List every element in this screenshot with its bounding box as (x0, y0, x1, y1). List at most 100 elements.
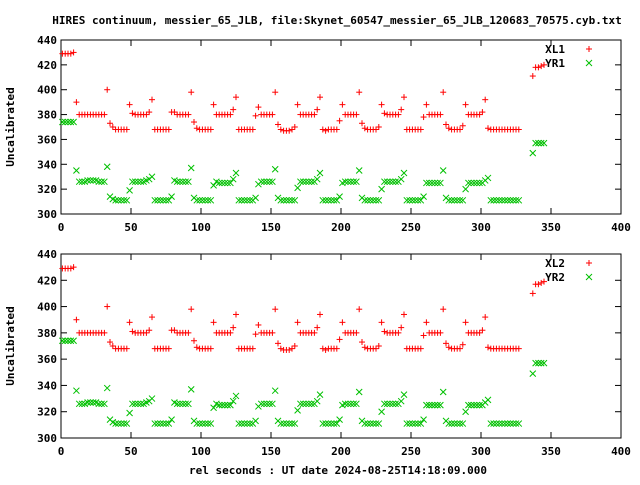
data-point (70, 118, 77, 126)
data-point (470, 179, 478, 187)
marker-stroke (540, 139, 548, 147)
data-point (420, 193, 427, 200)
marker-stroke (297, 178, 304, 186)
marker-stroke (238, 420, 245, 427)
data-point (333, 126, 340, 133)
marker-stroke (445, 420, 453, 427)
data-point (470, 401, 478, 409)
data-point (456, 196, 464, 204)
marker-stroke (75, 178, 83, 186)
marker-stroke (386, 178, 394, 186)
marker-stroke (73, 167, 80, 174)
marker-stroke (196, 420, 203, 427)
data-point (364, 420, 371, 427)
data-point (266, 178, 273, 186)
data-point (322, 346, 329, 353)
data-point (252, 417, 259, 425)
marker-stroke (59, 118, 66, 126)
data-point (129, 178, 136, 186)
data-point (179, 178, 187, 186)
data-point (146, 327, 153, 334)
legend-marker (586, 46, 592, 52)
y-tick-label: 440 (37, 34, 57, 47)
marker-stroke (269, 178, 276, 186)
data-point (107, 339, 113, 346)
data-point (437, 179, 444, 187)
data-point (165, 345, 172, 352)
marker-stroke (221, 179, 229, 187)
data-point (101, 178, 108, 186)
data-point (283, 196, 290, 204)
marker-stroke (204, 196, 212, 204)
data-point (369, 420, 377, 427)
marker-stroke (162, 196, 170, 204)
data-point (275, 340, 281, 347)
data-point (325, 420, 332, 427)
data-point (375, 124, 382, 130)
data-point (87, 399, 94, 406)
data-point (176, 400, 184, 408)
data-point (532, 359, 539, 367)
data-point (117, 196, 125, 204)
data-point (131, 178, 139, 186)
marker-stroke (266, 178, 273, 186)
marker-stroke (369, 420, 377, 427)
data-point (389, 178, 397, 186)
data-point (305, 400, 313, 408)
data-point (395, 329, 402, 336)
data-point (297, 178, 304, 186)
marker-stroke (308, 400, 315, 408)
marker-stroke (185, 178, 192, 186)
data-point (277, 196, 285, 204)
marker-stroke (213, 400, 220, 408)
data-point (540, 359, 548, 367)
marker-stroke (215, 179, 223, 187)
marker-stroke (283, 420, 290, 427)
marker-stroke (470, 179, 478, 187)
data-point (317, 311, 323, 318)
data-point (235, 420, 243, 427)
data-point (305, 178, 313, 186)
data-point (252, 194, 259, 202)
data-point (409, 420, 416, 427)
data-point (165, 196, 173, 204)
data-point (143, 329, 150, 336)
data-point (313, 175, 321, 183)
data-point (207, 196, 215, 204)
data-point (285, 196, 293, 204)
data-point (103, 163, 111, 171)
data-point (361, 420, 369, 427)
data-point (336, 117, 343, 124)
y-tick-label: 380 (37, 109, 57, 122)
data-point (171, 327, 178, 334)
data-point (381, 178, 388, 186)
data-point (149, 96, 155, 103)
data-point (325, 196, 332, 204)
marker-stroke (437, 179, 444, 187)
data-point (353, 178, 360, 186)
marker-stroke (280, 196, 287, 204)
data-point (336, 336, 343, 343)
plot-frame (60, 253, 622, 439)
data-point (260, 400, 268, 408)
data-point (98, 178, 105, 186)
data-point (196, 420, 203, 427)
marker-stroke (507, 420, 514, 427)
marker-stroke (243, 420, 251, 427)
marker-stroke (400, 169, 408, 177)
data-point (260, 178, 268, 186)
data-point (537, 359, 545, 367)
data-point (495, 420, 503, 427)
data-point (459, 341, 466, 348)
marker-stroke (246, 420, 254, 427)
data-point (327, 420, 335, 427)
data-point (302, 178, 310, 186)
data-point (182, 400, 189, 408)
data-point (70, 49, 77, 56)
marker-stroke (207, 196, 215, 204)
chart-title: HIRES continuum, messier_65_JLB, file:Sk… (52, 14, 622, 27)
marker-stroke (389, 178, 397, 186)
data-point (269, 111, 276, 118)
data-point (129, 328, 136, 335)
